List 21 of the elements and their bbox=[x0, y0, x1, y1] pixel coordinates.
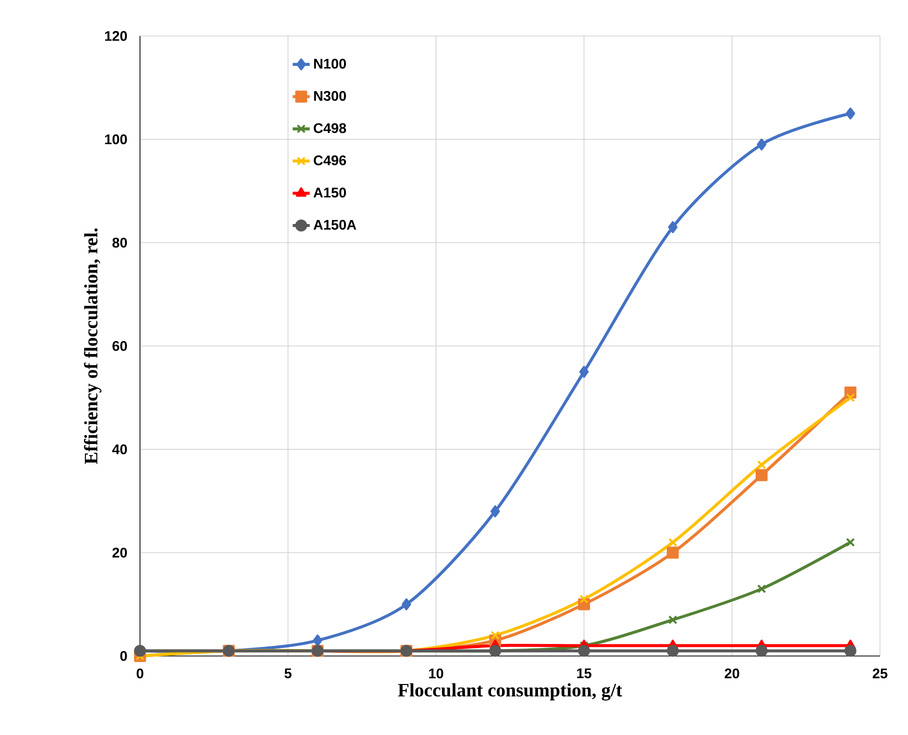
y-tick-label: 80 bbox=[112, 238, 127, 248]
legend-label: N100 bbox=[314, 58, 346, 69]
x-tick-label: 25 bbox=[872, 668, 888, 678]
y-tick-label: 0 bbox=[120, 651, 127, 661]
y-tick-label: 20 bbox=[112, 548, 127, 558]
legend-label: A150 bbox=[314, 188, 346, 198]
y-tick-label: 60 bbox=[112, 341, 127, 351]
x-tick-label: 0 bbox=[136, 668, 144, 678]
x-tick-label: 10 bbox=[429, 668, 444, 678]
x-tick-label: 5 bbox=[284, 668, 292, 678]
legend-label: C498 bbox=[314, 123, 346, 134]
legend-label: N300 bbox=[314, 90, 346, 101]
legend-label: A150A bbox=[314, 220, 356, 230]
legend-label: C496 bbox=[314, 155, 346, 166]
y-tick-label: 100 bbox=[105, 134, 127, 144]
x-tick-label: 15 bbox=[577, 668, 592, 678]
y-tick-label: 40 bbox=[112, 444, 127, 454]
x-axis-title: Flocculant consumption, g/t bbox=[398, 683, 622, 701]
y-axis-title: Efficiency of flocculation, rel. bbox=[84, 228, 102, 464]
x-tick-label: 20 bbox=[724, 668, 740, 678]
y-tick-label: 120 bbox=[105, 31, 127, 41]
